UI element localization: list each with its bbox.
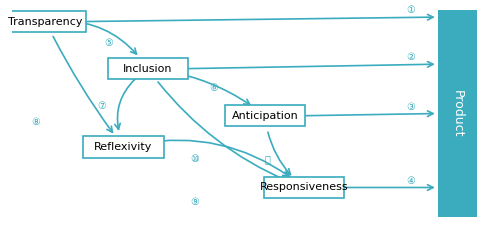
- Text: ①: ①: [406, 5, 416, 15]
- Text: ⑨: ⑨: [190, 197, 198, 207]
- Text: Product: Product: [450, 90, 464, 137]
- FancyBboxPatch shape: [264, 177, 344, 198]
- Text: ⑪: ⑪: [264, 154, 270, 165]
- Text: ⑩: ⑩: [190, 154, 198, 165]
- Text: ②: ②: [406, 52, 416, 62]
- Text: ⑥: ⑥: [210, 83, 218, 93]
- FancyBboxPatch shape: [84, 136, 164, 158]
- Text: Anticipation: Anticipation: [232, 111, 298, 121]
- Text: ⑦: ⑦: [98, 101, 106, 111]
- Text: Responsiveness: Responsiveness: [260, 183, 348, 192]
- FancyBboxPatch shape: [108, 58, 188, 79]
- Text: ④: ④: [406, 176, 416, 186]
- FancyBboxPatch shape: [438, 10, 476, 217]
- Text: ⑤: ⑤: [104, 38, 114, 48]
- Text: Reflexivity: Reflexivity: [94, 142, 152, 152]
- Text: Inclusion: Inclusion: [123, 64, 172, 74]
- Text: Transparency: Transparency: [8, 17, 83, 27]
- FancyBboxPatch shape: [6, 11, 86, 32]
- FancyBboxPatch shape: [224, 105, 305, 126]
- Text: ③: ③: [406, 102, 416, 112]
- Text: ⑧: ⑧: [32, 117, 40, 128]
